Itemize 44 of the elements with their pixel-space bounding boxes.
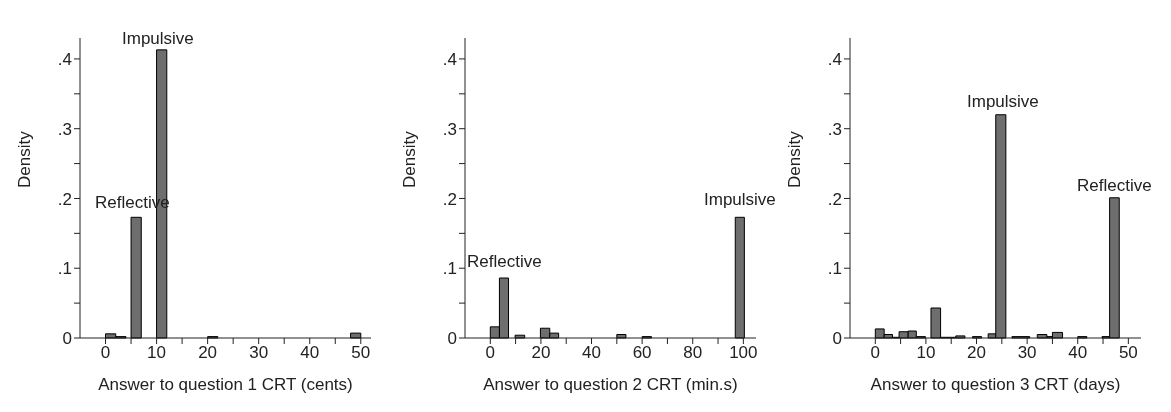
x-axis-title: Answer to question 2 CRT (min.s) bbox=[483, 375, 738, 394]
annotation: Reflective bbox=[467, 252, 542, 271]
y-tick-label: .2 bbox=[57, 189, 72, 209]
x-tick-label: 20 bbox=[967, 343, 986, 363]
x-tick-label: 40 bbox=[582, 343, 601, 363]
x-tick-label: 10 bbox=[147, 343, 167, 363]
x-tick-label: 0 bbox=[485, 343, 496, 363]
y-tick-label: .1 bbox=[57, 259, 72, 279]
annotation: Impulsive bbox=[122, 29, 194, 48]
y-axis-title: Density bbox=[15, 130, 35, 188]
annotation: Reflective bbox=[1077, 176, 1152, 195]
y-axis-title: Density bbox=[785, 130, 805, 188]
y-tick-label: .2 bbox=[442, 189, 457, 209]
x-tick-label: 40 bbox=[1068, 343, 1088, 363]
x-tick-label: 50 bbox=[351, 343, 371, 363]
x-tick-label: 0 bbox=[100, 343, 111, 363]
y-tick-label: 0 bbox=[447, 329, 457, 349]
x-tick-label: 50 bbox=[1118, 343, 1138, 363]
annotation: Impulsive bbox=[967, 92, 1039, 111]
y-tick-label: .2 bbox=[827, 189, 842, 209]
x-tick-label: 60 bbox=[632, 343, 652, 363]
x-tick-label: 0 bbox=[870, 343, 881, 363]
x-tick-label: 30 bbox=[249, 343, 269, 363]
y-tick-label: 0 bbox=[832, 329, 842, 349]
y-tick-label: .4 bbox=[57, 49, 72, 69]
x-tick-label: 100 bbox=[729, 343, 758, 363]
y-tick-label: .1 bbox=[442, 259, 457, 279]
x-tick-label: 10 bbox=[916, 343, 936, 363]
y-tick-label: .3 bbox=[442, 119, 457, 139]
y-tick-label: .3 bbox=[827, 119, 842, 139]
x-tick-label: 80 bbox=[683, 343, 703, 363]
x-axis-title: Answer to question 1 CRT (cents) bbox=[98, 375, 353, 394]
x-tick-label: 20 bbox=[531, 343, 551, 363]
x-tick-label: 40 bbox=[300, 343, 320, 363]
y-tick-label: .4 bbox=[827, 49, 842, 69]
y-axis-title: Density bbox=[400, 130, 420, 188]
y-tick-label: 0 bbox=[62, 329, 72, 349]
annotation: Impulsive bbox=[704, 190, 776, 209]
x-tick-label: 20 bbox=[198, 343, 218, 363]
y-tick-label: .1 bbox=[827, 259, 842, 279]
y-tick-label: .4 bbox=[442, 49, 457, 69]
x-tick-label: 30 bbox=[1017, 343, 1037, 363]
y-tick-label: .3 bbox=[57, 119, 72, 139]
x-axis-title: Answer to question 3 CRT (days) bbox=[870, 375, 1121, 394]
